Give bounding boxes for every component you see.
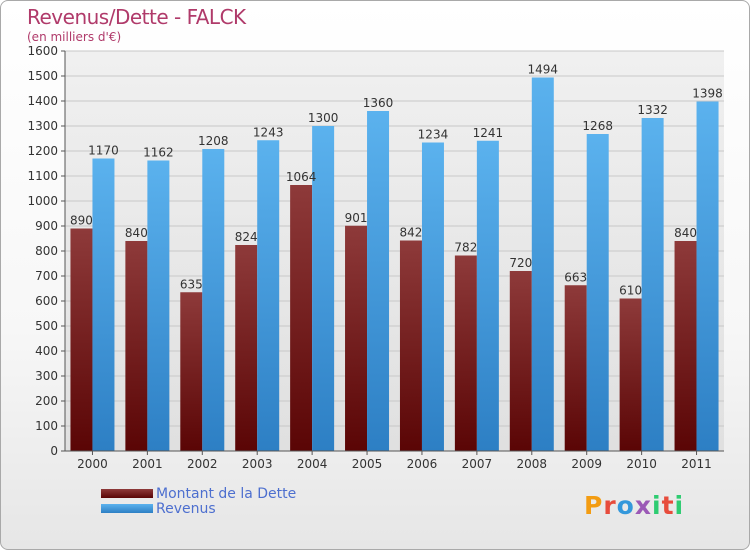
y-tick-label: 700	[35, 269, 58, 283]
logo-letter: t	[661, 491, 675, 520]
data-label: 1360	[363, 96, 394, 110]
bar-revenus	[367, 111, 390, 451]
bar-revenus	[202, 149, 225, 451]
bar-revenus	[696, 101, 719, 451]
bar-dette	[70, 228, 93, 451]
bar-revenus	[641, 118, 664, 451]
y-tick-label: 200	[35, 394, 58, 408]
data-label: 824	[235, 230, 258, 244]
bar-revenus	[312, 126, 335, 451]
x-tick-label: 2011	[681, 457, 712, 471]
y-tick-label: 600	[35, 294, 58, 308]
y-tick-label: 800	[35, 244, 58, 258]
data-label: 1243	[253, 125, 284, 139]
chart-title: Revenus/Dette - FALCK	[27, 5, 246, 29]
data-label: 1332	[637, 103, 668, 117]
y-tick-label: 1500	[27, 69, 58, 83]
data-label: 840	[674, 226, 697, 240]
x-tick-label: 2004	[297, 457, 328, 471]
x-tick-label: 2003	[242, 457, 273, 471]
bar-dette	[674, 241, 697, 451]
y-tick-label: 1000	[27, 194, 58, 208]
y-tick-label: 500	[35, 319, 58, 333]
x-tick-label: 2002	[187, 457, 218, 471]
bar-dette	[125, 241, 148, 451]
y-tick-label: 1600	[27, 44, 58, 58]
y-tick-label: 100	[35, 419, 58, 433]
data-label: 1268	[582, 119, 613, 133]
data-label: 901	[345, 211, 368, 225]
data-label: 635	[180, 277, 203, 291]
logo-letter: x	[634, 491, 652, 520]
y-tick-label: 1300	[27, 119, 58, 133]
data-label: 1241	[473, 126, 504, 140]
x-tick-label: 2006	[407, 457, 438, 471]
bar-dette	[509, 271, 532, 451]
legend-label-revenus: Revenus	[156, 501, 216, 517]
data-label: 842	[400, 226, 423, 240]
x-tick-label: 2001	[132, 457, 163, 471]
y-tick-label: 1100	[27, 169, 58, 183]
bar-dette	[180, 292, 203, 451]
data-label: 720	[509, 256, 532, 270]
bar-revenus	[147, 160, 170, 451]
data-label: 1170	[88, 144, 119, 158]
logo-letter: o	[616, 491, 635, 520]
legend-swatch-revenus	[101, 504, 153, 513]
logo-letter: i	[652, 491, 662, 520]
x-tick-label: 2009	[571, 457, 602, 471]
x-tick-label: 2007	[462, 457, 493, 471]
proxiti-logo: Proxiti	[584, 491, 684, 520]
data-label: 890	[70, 214, 93, 228]
legend-label-dette: Montant de la Dette	[156, 486, 297, 502]
data-label: 1300	[308, 111, 339, 125]
bar-revenus	[531, 77, 554, 451]
data-label: 1208	[198, 134, 229, 148]
legend-swatch-dette	[101, 489, 153, 498]
logo-letter: P	[584, 491, 604, 520]
bar-dette	[345, 225, 368, 451]
y-tick-label: 0	[50, 444, 58, 458]
bar-dette	[399, 240, 422, 451]
logo-letter: r	[603, 491, 617, 520]
bar-dette	[454, 255, 477, 451]
y-tick-label: 1400	[27, 94, 58, 108]
bar-revenus	[421, 142, 444, 451]
data-label: 610	[619, 284, 642, 298]
bar-dette	[564, 285, 587, 451]
bar-revenus	[476, 140, 499, 451]
y-tick-label: 900	[35, 219, 58, 233]
data-label: 663	[564, 270, 587, 284]
x-tick-label: 2005	[352, 457, 383, 471]
bar-revenus	[586, 134, 609, 451]
data-label: 1162	[143, 146, 174, 160]
logo-letter: i	[674, 491, 685, 520]
bar-revenus	[257, 140, 280, 451]
bar-dette	[290, 185, 313, 451]
y-tick-label: 1200	[27, 144, 58, 158]
data-label: 840	[125, 226, 148, 240]
x-tick-label: 2000	[77, 457, 108, 471]
data-label: 1398	[692, 87, 723, 101]
x-tick-label: 2010	[626, 457, 657, 471]
y-tick-label: 300	[35, 369, 58, 383]
data-label: 1234	[418, 128, 449, 142]
x-tick-label: 2008	[517, 457, 548, 471]
chart-subtitle: (en milliers d'€)	[27, 30, 122, 44]
y-tick-label: 400	[35, 344, 58, 358]
data-label: 1064	[286, 170, 317, 184]
bar-dette	[235, 245, 258, 451]
data-label: 1494	[528, 63, 559, 77]
data-label: 782	[454, 241, 477, 255]
bar-dette	[619, 298, 642, 451]
bar-revenus	[92, 158, 115, 451]
